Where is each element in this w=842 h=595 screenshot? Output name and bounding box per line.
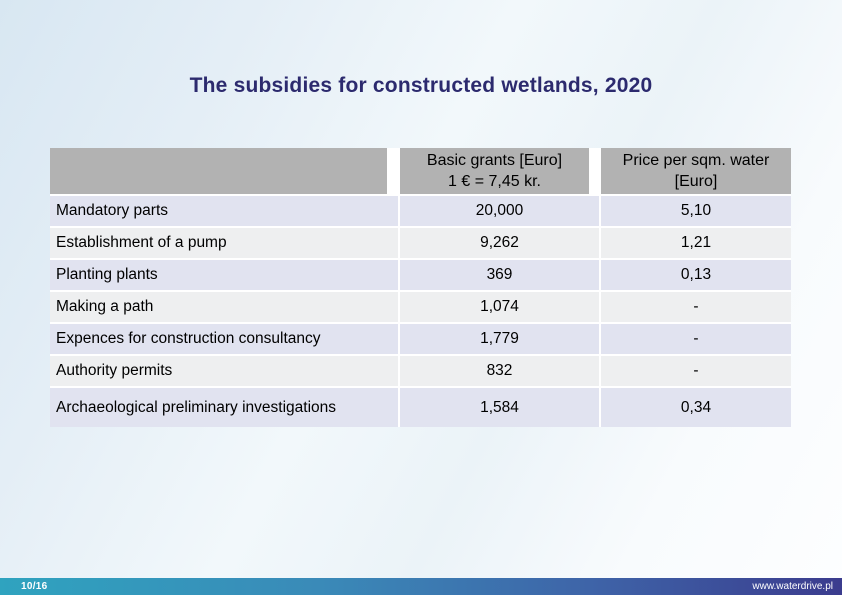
table-header-row: Basic grants [Euro] 1 € = 7,45 kr. Price… <box>50 148 791 196</box>
row-label: Planting plants <box>50 260 400 292</box>
row-label: Making a path <box>50 292 400 324</box>
basic-grant-value: 369 <box>400 260 601 292</box>
table-row: Establishment of a pump 9,262 1,21 <box>50 228 791 260</box>
row-label: Mandatory parts <box>50 196 400 228</box>
price-value: - <box>601 356 791 388</box>
basic-grant-value: 20,000 <box>400 196 601 228</box>
header-item-column <box>50 148 400 196</box>
price-value: 0,34 <box>601 388 791 427</box>
price-value: 1,21 <box>601 228 791 260</box>
table-row: Expences for construction consultancy 1,… <box>50 324 791 356</box>
basic-grant-value: 1,074 <box>400 292 601 324</box>
table-row: Authority permits 832 - <box>50 356 791 388</box>
row-label: Establishment of a pump <box>50 228 400 260</box>
row-label: Expences for construction consultancy <box>50 324 400 356</box>
basic-grant-value: 1,779 <box>400 324 601 356</box>
row-label: Authority permits <box>50 356 400 388</box>
footer-bar: 10/16 www.waterdrive.pl <box>0 578 842 595</box>
page-title: The subsidies for constructed wetlands, … <box>189 74 653 97</box>
price-value: 0,13 <box>601 260 791 292</box>
table-row: Archaeological preliminary investigation… <box>50 388 791 427</box>
header-price-per-sqm: Price per sqm. water [Euro] <box>601 148 791 196</box>
price-value: - <box>601 324 791 356</box>
page-number: 10/16 <box>21 581 48 592</box>
row-label: Archaeological preliminary investigation… <box>50 388 400 427</box>
website-url: www.waterdrive.pl <box>752 581 833 592</box>
table-row: Mandatory parts 20,000 5,10 <box>50 196 791 228</box>
table-row: Planting plants 369 0,13 <box>50 260 791 292</box>
header-basic-grants: Basic grants [Euro] 1 € = 7,45 kr. <box>400 148 601 196</box>
price-value: 5,10 <box>601 196 791 228</box>
basic-grant-value: 832 <box>400 356 601 388</box>
table-row: Making a path 1,074 - <box>50 292 791 324</box>
price-value: - <box>601 292 791 324</box>
subsidies-table: Basic grants [Euro] 1 € = 7,45 kr. Price… <box>50 148 791 427</box>
basic-grant-value: 9,262 <box>400 228 601 260</box>
basic-grant-value: 1,584 <box>400 388 601 427</box>
